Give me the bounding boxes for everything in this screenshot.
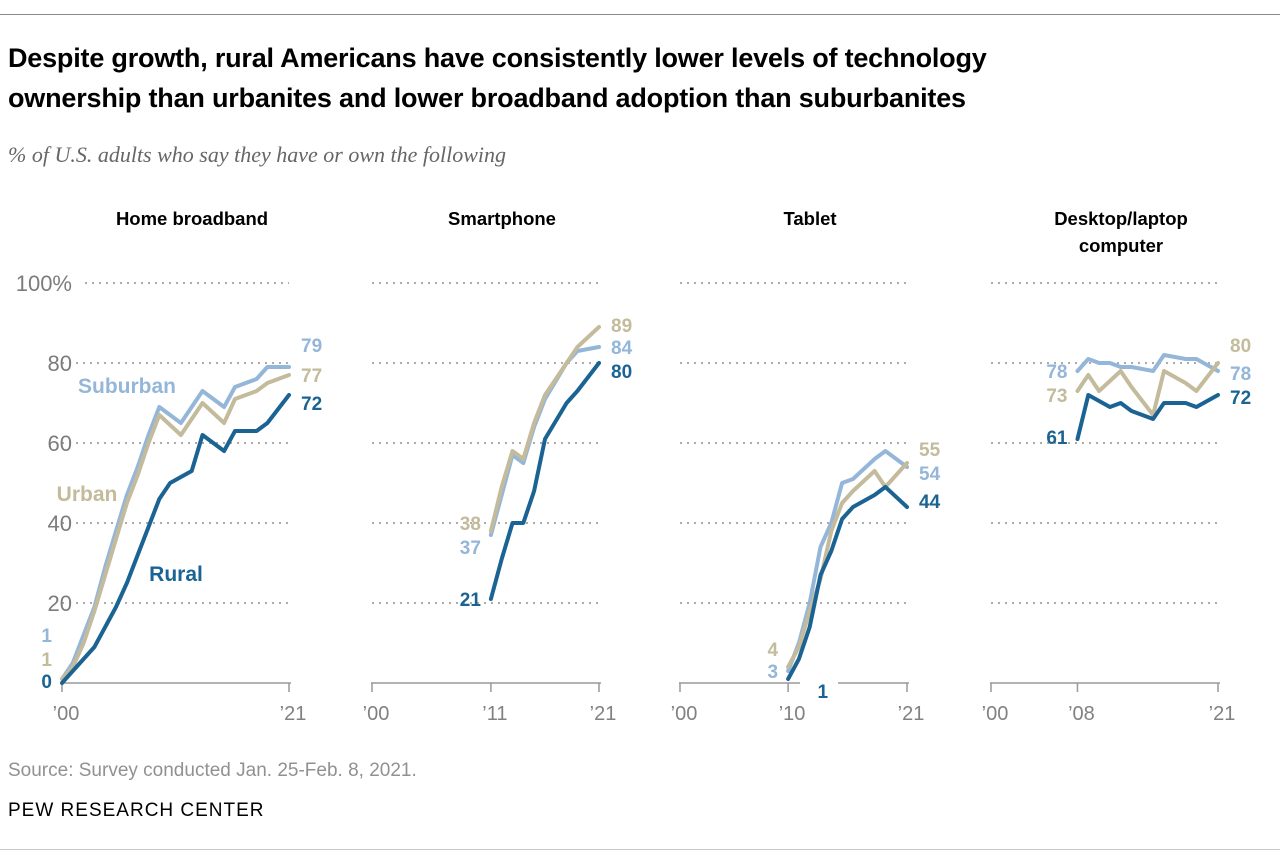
page-title-line-2: ownership than urbanites and lower broad… [8,83,966,113]
y-tick-label: 60 [48,431,72,456]
x-tick-label: ’21 [898,703,925,725]
end-value-label-suburban: 79 [301,336,322,357]
y-tick-label: 80 [48,351,72,376]
end-value-label-suburban: 84 [611,338,633,359]
start-value-label-rural: 1 [818,682,829,703]
x-tick-label: ’21 [1209,703,1236,725]
end-value-label-suburban: 54 [919,464,941,485]
x-tick-label: ’08 [1068,703,1095,725]
series-name-label-rural: Rural [149,563,203,586]
start-value-label-urban: 4 [768,640,779,661]
charts-svg: Home broadband100%80604020’00’2111079777… [16,208,1251,725]
y-tick-label: 100% [16,271,72,296]
start-value-label-rural: 21 [460,590,482,611]
x-tick-label: ’21 [280,703,307,725]
end-value-label-urban: 77 [301,366,322,387]
series-line-rural [786,485,909,681]
y-tick-label: 40 [48,511,72,536]
x-tick-label: ’00 [53,703,80,725]
x-tick-label: ’00 [671,703,698,725]
y-tick-label: 20 [48,591,72,616]
end-value-label-urban: 89 [611,316,632,337]
start-value-label-rural: 61 [1046,428,1068,449]
x-tick-label: ’10 [779,703,806,725]
brand: PEW RESEARCH CENTER [8,800,265,821]
source-note: Source: Survey conducted Jan. 25-Feb. 8,… [8,760,417,781]
panel-title: Home broadband [116,208,268,229]
end-value-label-suburban: 78 [1230,364,1251,385]
page-title-line-1: Despite growth, rural Americans have con… [8,43,987,73]
panel-title: computer [1079,235,1163,256]
series-line-urban [786,461,909,669]
bottom-rule [0,849,1280,850]
end-value-label-rural: 72 [1230,388,1251,409]
page-title: Despite growth, rural Americans have con… [8,38,1272,118]
series-line-rural [60,393,291,685]
end-value-label-rural: 72 [301,394,322,415]
panel-title: Desktop/laptop [1054,208,1188,229]
end-value-label-urban: 55 [919,440,941,461]
x-tick-label: ’21 [590,703,617,725]
page-subtitle: % of U.S. adults who say they have or ow… [8,142,507,167]
series-line-suburban [1075,353,1220,373]
start-value-label-urban: 73 [1046,386,1067,407]
start-value-label-suburban: 1 [41,626,52,647]
end-value-label-urban: 80 [1230,336,1251,357]
start-value-label-suburban: 78 [1046,362,1067,383]
start-value-label-urban: 38 [460,514,481,535]
series-line-rural [488,361,601,601]
end-value-label-rural: 44 [919,492,941,513]
top-rule [0,14,1280,15]
series-line-urban [60,373,291,681]
end-value-label-rural: 80 [611,362,632,383]
panel-title: Smartphone [448,208,556,229]
x-tick-label: ’11 [482,703,507,725]
x-tick-label: ’00 [363,703,390,725]
series-line-urban [1075,361,1220,417]
series-name-label-suburban: Suburban [78,375,176,398]
series-line-rural [1075,393,1220,441]
x-tick-label: ’00 [982,703,1009,725]
start-value-label-urban: 1 [41,650,52,671]
start-value-label-rural: 0 [41,672,52,693]
start-value-label-suburban: 37 [460,538,481,559]
start-value-label-suburban: 3 [768,662,779,683]
series-line-urban [488,325,601,533]
panel-title: Tablet [783,208,836,229]
series-name-label-urban: Urban [57,483,118,506]
